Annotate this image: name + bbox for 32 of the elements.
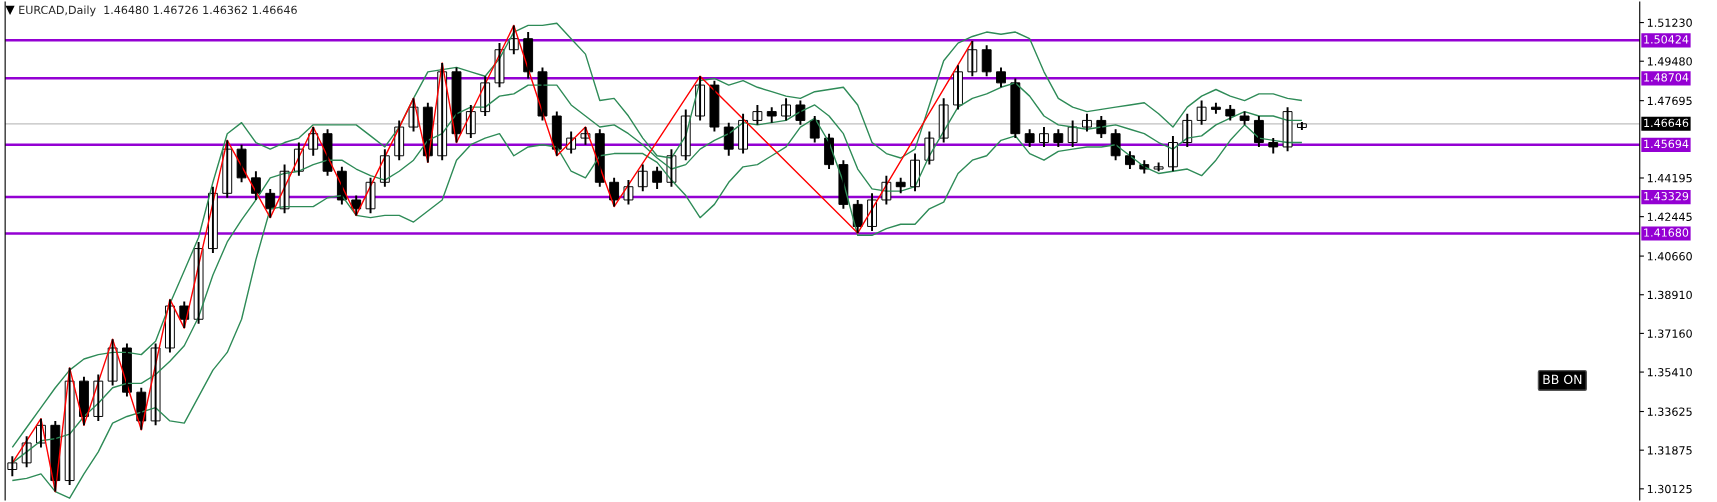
ref-line-label: 1.41680	[1644, 228, 1689, 237]
candlestick	[1268, 137, 1279, 155]
candlestick	[752, 103, 763, 126]
y-tick-label: 1.51230	[1647, 18, 1692, 27]
y-tick-label: 1.42445	[1647, 212, 1692, 222]
ref-line-label: 1.45694	[1644, 139, 1689, 149]
text: BB ON	[1543, 374, 1582, 385]
ref-line-label: 1.48704	[1644, 73, 1689, 82]
y-tick-label: 1.44195	[1647, 173, 1692, 183]
y-tick-label: 1.37160	[1647, 329, 1692, 338]
candlestick	[1239, 110, 1250, 126]
y-tick-label: 1.33625	[1647, 407, 1692, 416]
y-tick-label: 1.49480	[1647, 57, 1692, 66]
ref-line-label: 1.46646	[1644, 118, 1689, 128]
ref-line-label: 1.50424	[1644, 35, 1689, 44]
y-tick-label: 1.40660	[1647, 252, 1692, 261]
y-tick-label: 1.38910	[1647, 290, 1692, 300]
ref-line-label: 1.43329	[1644, 191, 1689, 201]
candlestick	[494, 42, 505, 89]
line-series	[11, 117, 1303, 499]
candlestick	[451, 66, 462, 144]
candlestick	[408, 97, 419, 133]
y-tick-label: 1.31875	[1647, 446, 1692, 455]
y-tick-label: 1.35410	[1647, 368, 1692, 377]
y-tick-label: 1.47695	[1647, 96, 1692, 106]
candlestick	[709, 79, 720, 133]
y-tick-label: 1.30125	[1647, 484, 1692, 494]
candlestick	[1153, 161, 1164, 173]
candlestick	[537, 66, 548, 122]
candlestick	[766, 106, 777, 124]
candlestick	[623, 179, 634, 206]
chart-title: EURCAD,Daily 1.46480 1.46726 1.46362 1.46646	[19, 5, 297, 17]
